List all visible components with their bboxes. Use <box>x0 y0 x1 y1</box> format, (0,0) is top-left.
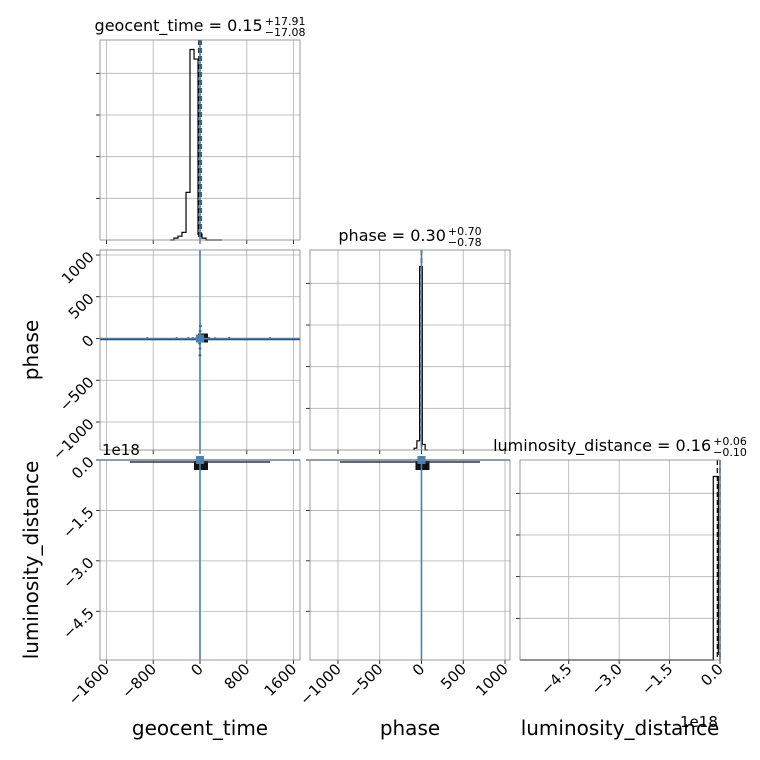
marks-layer <box>100 40 721 661</box>
y-tick-label: −4.5 <box>59 604 97 642</box>
title-minus: −17.08 <box>265 26 306 39</box>
title-plus: +0.06 <box>713 435 747 448</box>
panel-title-luminosity_distance: luminosity_distance = 0.16 +0.06−0.10 <box>493 435 747 459</box>
y-axis-label-phase: phase <box>19 320 43 380</box>
y-tick-label: −1000 <box>49 415 98 464</box>
x-tick-label: −1.5 <box>638 660 676 698</box>
x-tick-label: −3.0 <box>587 660 625 698</box>
grid-layer <box>100 40 721 660</box>
histogram-geocent_time <box>169 48 222 241</box>
x-tick-label: 0.0 <box>697 660 727 690</box>
panel-frame <box>99 39 301 241</box>
frame-layer <box>96 39 721 664</box>
y-axis-label-luminosity-distance: luminosity_distance <box>19 461 43 660</box>
panel-frame <box>309 249 511 451</box>
y-tick-label: 0 <box>78 331 97 350</box>
x-tick-label: 1600 <box>261 660 301 700</box>
x-axis-label-geocent-time: geocent_time <box>132 716 268 740</box>
title-minus: −0.78 <box>448 236 482 249</box>
x-tick-label: 800 <box>221 660 254 693</box>
panel-frame <box>99 459 301 661</box>
panel-frame <box>309 459 511 661</box>
y-tick-label: −1.5 <box>59 503 97 541</box>
title-plus: +0.70 <box>448 225 482 238</box>
x-tick-label: 0 <box>187 660 206 679</box>
density-core <box>194 461 208 470</box>
truth-marker <box>196 334 204 343</box>
panel-title-phase: phase = 0.30 +0.70−0.78 <box>338 225 481 249</box>
x-tick-label: 0 <box>409 660 428 679</box>
y-tick-label: 0.0 <box>68 453 98 483</box>
x-tick-label: 1000 <box>472 660 512 700</box>
x-offset-label: 1e18 <box>680 713 718 731</box>
y-offset-label: 1e18 <box>102 441 140 459</box>
density-core <box>415 461 430 470</box>
text-layer: geocent_time = 0.15 +17.91−17.08 phase = 0… <box>19 15 747 740</box>
title-main: geocent_time = 0.15 <box>95 16 263 36</box>
y-tick-label: −3.0 <box>59 554 97 592</box>
x-tick-label: −500 <box>345 660 387 702</box>
x-tick-label: −1600 <box>65 660 114 709</box>
y-tick-label: 500 <box>65 290 98 323</box>
x-tick-label: −1000 <box>296 660 345 709</box>
histogram-luminosity_distance <box>520 475 721 661</box>
x-tick-label: −4.5 <box>537 660 575 698</box>
x-axis-label-phase: phase <box>380 716 440 740</box>
panel-frame <box>519 459 721 661</box>
histogram-phase <box>413 265 428 451</box>
panel-title-geocent_time: geocent_time = 0.15 +17.91−17.08 <box>95 15 306 39</box>
x-tick-label: 500 <box>437 660 470 693</box>
title-main: luminosity_distance = 0.16 <box>493 436 711 456</box>
y-tick-label: −500 <box>56 373 98 415</box>
title-plus: +17.91 <box>265 15 306 28</box>
x-axis-label-luminosity-distance: luminosity_distance <box>521 716 720 740</box>
y-tick-label: 1000 <box>58 248 98 288</box>
title-minus: −0.10 <box>713 446 747 459</box>
title-main: phase = 0.30 <box>338 226 445 245</box>
x-tick-label: −800 <box>118 660 160 702</box>
panel-frame <box>99 249 301 451</box>
